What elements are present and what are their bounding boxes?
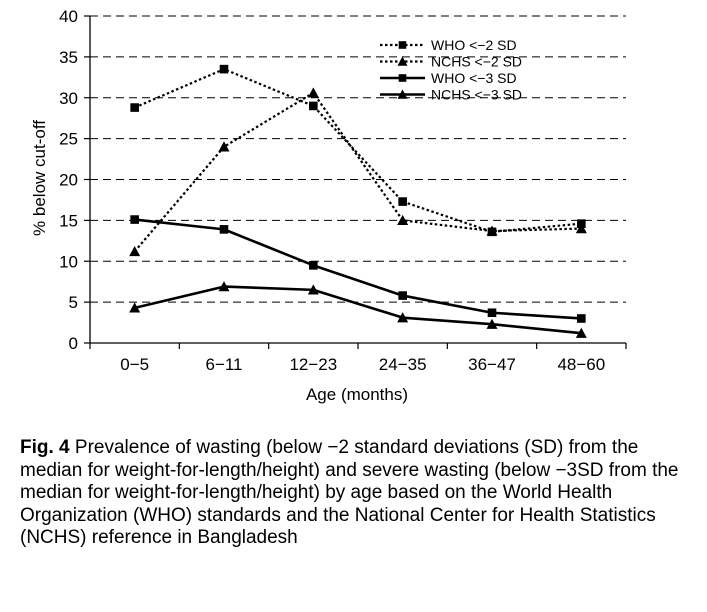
legend-marker-3 xyxy=(398,74,407,82)
wasting-prevalence-chart: 0 5 10 15 20 25 30 35 40 0−5 6−11 12−23 24−35 36−47 4… xyxy=(30,7,627,404)
series-1-point-4 xyxy=(398,197,407,206)
grid-lines xyxy=(90,15,626,303)
x-tick-label-3: 12−23 xyxy=(289,355,337,374)
series-3 xyxy=(130,215,586,323)
y-axis-label: % below cut-off xyxy=(30,120,49,236)
series-3-point-2 xyxy=(219,225,229,234)
series-4-point-1 xyxy=(129,302,141,313)
series-2-point-1 xyxy=(129,245,141,257)
series-1-point-2 xyxy=(219,64,229,74)
legend-label-1: WHO <−2 SD xyxy=(431,37,517,53)
figure-caption-text: Prevalence of wasting (below −2 standard… xyxy=(20,437,679,548)
series-2-point-2 xyxy=(218,141,230,152)
series-2-point-3 xyxy=(307,87,319,98)
legend-marker-2 xyxy=(397,56,408,66)
series-4-point-2 xyxy=(218,281,230,292)
y-tick-label-15: 15 xyxy=(59,211,78,230)
data-series xyxy=(129,64,587,338)
series-4-point-5 xyxy=(486,318,498,329)
legend-marker-1 xyxy=(398,41,407,49)
legend-item-4: NCHS <−3 SD xyxy=(380,87,522,103)
y-tick-label-25: 25 xyxy=(59,130,78,149)
series-3-point-4 xyxy=(398,291,407,300)
x-tick-label-2: 6−11 xyxy=(205,355,242,374)
y-tick-label-40: 40 xyxy=(59,7,78,26)
y-tick-label-5: 5 xyxy=(69,293,78,312)
series-2-point-6 xyxy=(575,223,587,234)
legend-label-4: NCHS <−3 SD xyxy=(431,87,522,103)
y-tick-label-30: 30 xyxy=(59,89,78,108)
series-4-point-4 xyxy=(397,312,409,323)
legend-marker-4 xyxy=(397,89,408,99)
series-3-point-6 xyxy=(577,314,586,323)
series-1-point-1 xyxy=(130,103,139,112)
x-axis-label: Age (months) xyxy=(306,385,408,404)
series-2-point-4 xyxy=(397,214,409,226)
x-axis-ticks: 0−5 6−11 12−23 24−35 36−47 48−60 xyxy=(89,343,627,374)
series-3-point-3 xyxy=(309,261,318,270)
x-tick-label-1: 0−5 xyxy=(120,355,149,374)
series-4 xyxy=(129,281,587,338)
legend-item-1: WHO <−2 SD xyxy=(380,37,517,53)
y-tick-label-0: 0 xyxy=(69,334,78,353)
y-tick-label-10: 10 xyxy=(59,252,78,271)
series-4-point-3 xyxy=(307,284,319,295)
y-tick-label-20: 20 xyxy=(59,171,78,190)
y-axis-ticks: 0 5 10 15 20 25 30 35 40 xyxy=(59,7,90,353)
y-tick-label-35: 35 xyxy=(59,48,78,67)
series-2 xyxy=(129,87,587,257)
x-tick-label-6: 48−60 xyxy=(557,355,605,374)
series-3-point-5 xyxy=(487,308,497,318)
x-tick-label-4: 24−35 xyxy=(379,355,427,374)
series-3-line xyxy=(134,218,582,320)
series-3-point-1 xyxy=(130,215,139,224)
legend-label-3: WHO <−3 SD xyxy=(431,70,517,86)
figure-label: Fig. 4 xyxy=(20,437,70,458)
series-2-point-5 xyxy=(486,225,498,236)
legend-item-2: NCHS <−2 SD xyxy=(380,54,522,70)
figure-caption: Fig. 4 Prevalence of wasting (below −2 s… xyxy=(20,437,688,550)
x-tick-label-5: 36−47 xyxy=(468,355,516,374)
legend-item-3: WHO <−3 SD xyxy=(380,70,517,86)
series-1-point-3 xyxy=(309,101,318,111)
series-4-point-6 xyxy=(575,327,587,338)
series-4-line xyxy=(134,285,582,335)
series-1-line xyxy=(134,68,582,233)
legend-label-2: NCHS <−2 SD xyxy=(431,54,522,70)
